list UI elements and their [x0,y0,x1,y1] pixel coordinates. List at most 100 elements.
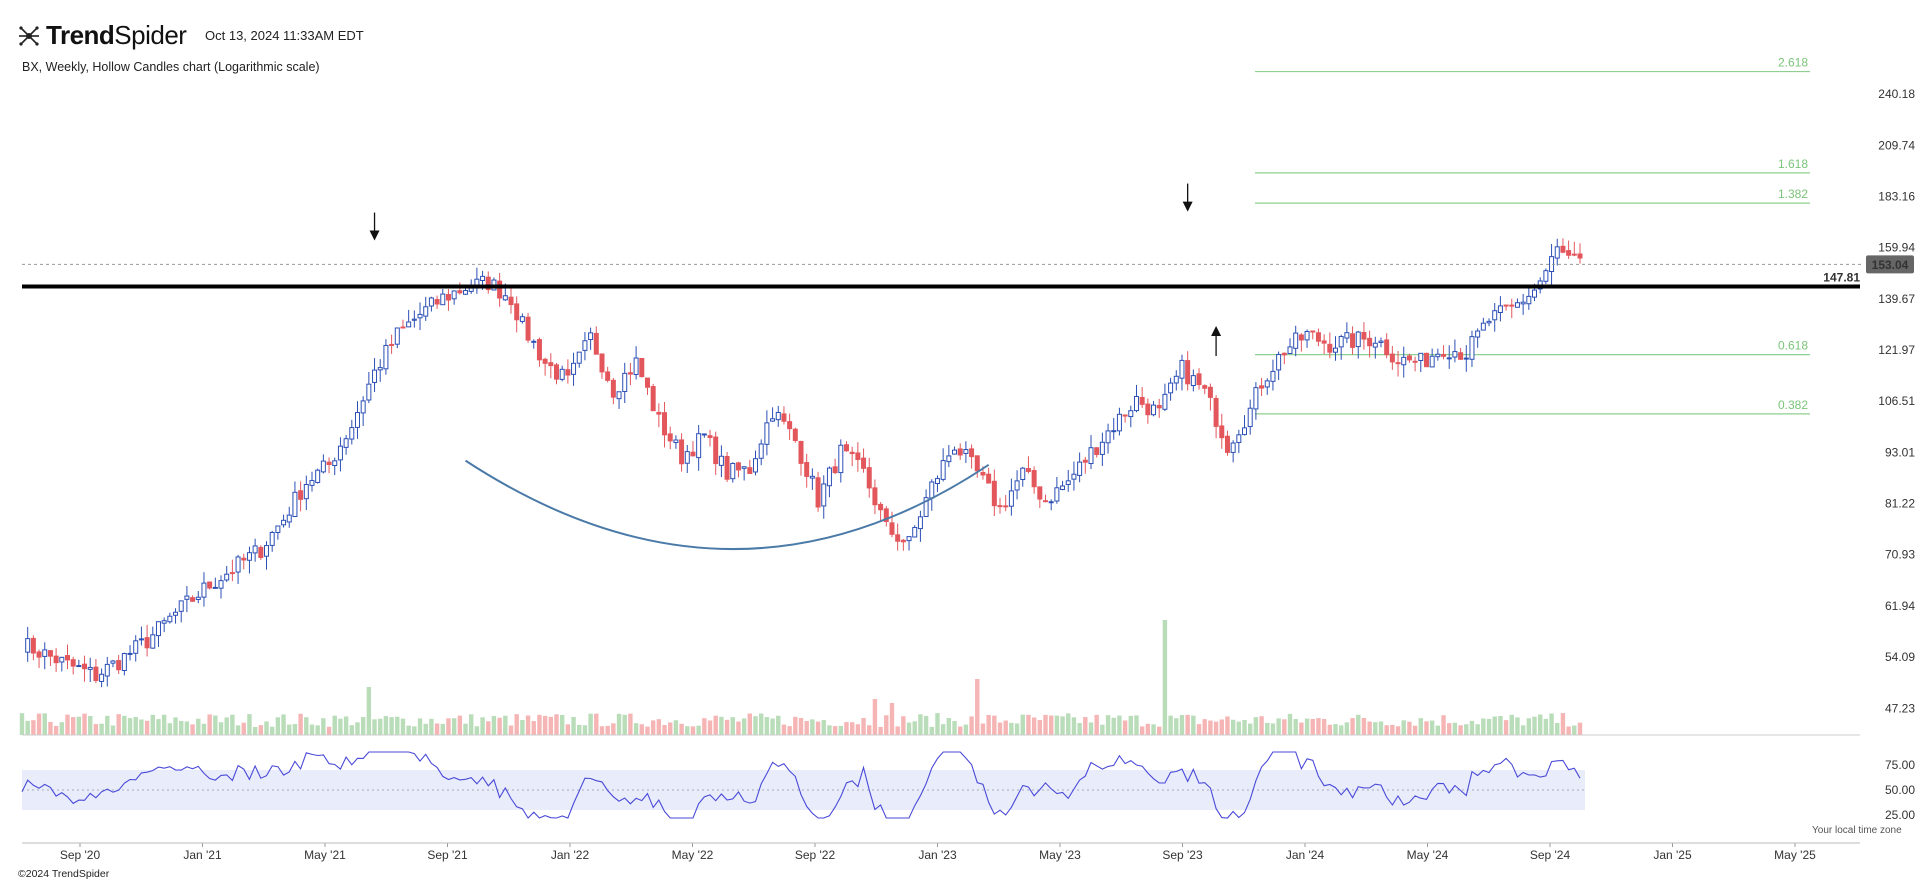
volume-bar [1162,620,1168,735]
candle-body [173,611,179,616]
candle-body [440,293,446,306]
candle-body [1412,360,1418,363]
volume-bar [1134,715,1139,735]
candle-body [343,438,349,448]
candle-body [519,316,525,322]
volume-bar [1230,719,1236,735]
candle-body [298,490,304,500]
volume-bar [1378,721,1384,735]
volume-bar [230,714,235,735]
candle-body [53,655,59,664]
candle-body [525,316,531,341]
volume-bar [173,717,178,735]
candle-body [718,455,724,466]
volume-bar [1139,726,1145,735]
resistance-label: 147.81 [1823,270,1860,284]
candle-body [212,586,218,589]
volume-bar [582,725,588,735]
candle-body [946,455,952,463]
chart-timestamp: Oct 13, 2024 11:33AM EDT [205,28,364,43]
volume-bar [548,716,554,735]
candle-body [275,525,281,533]
volume-bar [247,714,252,735]
volume-bar [1435,725,1441,735]
candle-body [309,480,315,486]
volume-bar [1179,715,1185,735]
candle-body [417,313,423,319]
candle-body [656,411,662,415]
volume-bar [884,715,889,735]
volume-bar [1191,715,1196,735]
candle-body [1065,480,1071,485]
volume-bar [1282,719,1287,735]
candle-body [1389,353,1395,363]
candle-body [150,634,156,649]
candle-body [138,638,144,641]
volume-bar [1225,716,1230,735]
volume-bar [844,722,849,735]
volume-bar [463,723,468,735]
volume-bar [611,723,616,735]
candle-body [207,581,213,589]
candle-body [133,640,139,654]
candle-body [1441,353,1447,357]
volume-bar [1429,720,1435,735]
volume-bar [685,726,690,735]
x-tick-label: May '24 [1407,848,1449,862]
candle-body [1145,403,1151,416]
volume-bar [264,721,269,735]
candle-body [1128,410,1134,418]
volume-bar [1537,714,1543,735]
volume-bar [1304,718,1310,735]
volume-bar [946,718,952,735]
candle-body [1406,355,1412,361]
last-price-badge [1866,255,1914,274]
trendspider-logo: TrendSpider [18,20,187,51]
volume-bar [1174,718,1179,735]
volume-bar [1498,716,1503,735]
candle-body [218,580,224,589]
candle-body [1219,425,1225,439]
candle-body [912,527,918,538]
volume-bar [605,725,610,735]
candle-body [616,391,622,400]
candle-body [713,436,719,465]
volume-bar [1031,717,1037,735]
candle-body [70,659,76,667]
candle-body [843,444,849,452]
candle-body [1122,414,1128,417]
candle-body [1224,435,1230,453]
candle-body [775,411,781,421]
candle-body [468,287,474,292]
candle-body [1162,393,1168,410]
volume-bar [1265,722,1270,735]
candle-body [815,477,821,508]
volume-bar [650,720,656,735]
candle-body [974,455,980,472]
volume-bar [1071,717,1077,735]
volume-bar [412,726,417,735]
volume-bar [1424,721,1429,735]
volume-bar [406,725,411,735]
y-tick-label: 81.22 [1885,497,1915,511]
volume-bar [1555,722,1560,735]
candle-body [1077,461,1083,476]
volume-bar [815,721,821,735]
candle-body [770,418,776,422]
candle-body [1560,245,1566,253]
volume-bar [571,716,576,735]
candle-body [1446,357,1452,360]
candle-body [906,536,912,542]
volume-bar [1310,718,1315,735]
volume-bar [963,724,969,735]
candle-body [1133,395,1139,412]
volume-bar [975,679,980,735]
volume-bar [99,723,104,735]
candle-body [832,466,838,474]
volume-bar [770,718,775,735]
volume-bar [724,719,730,735]
fib-level-label: 0.382 [1778,398,1808,412]
volume-bar [1270,723,1276,735]
volume-bar [167,723,173,735]
